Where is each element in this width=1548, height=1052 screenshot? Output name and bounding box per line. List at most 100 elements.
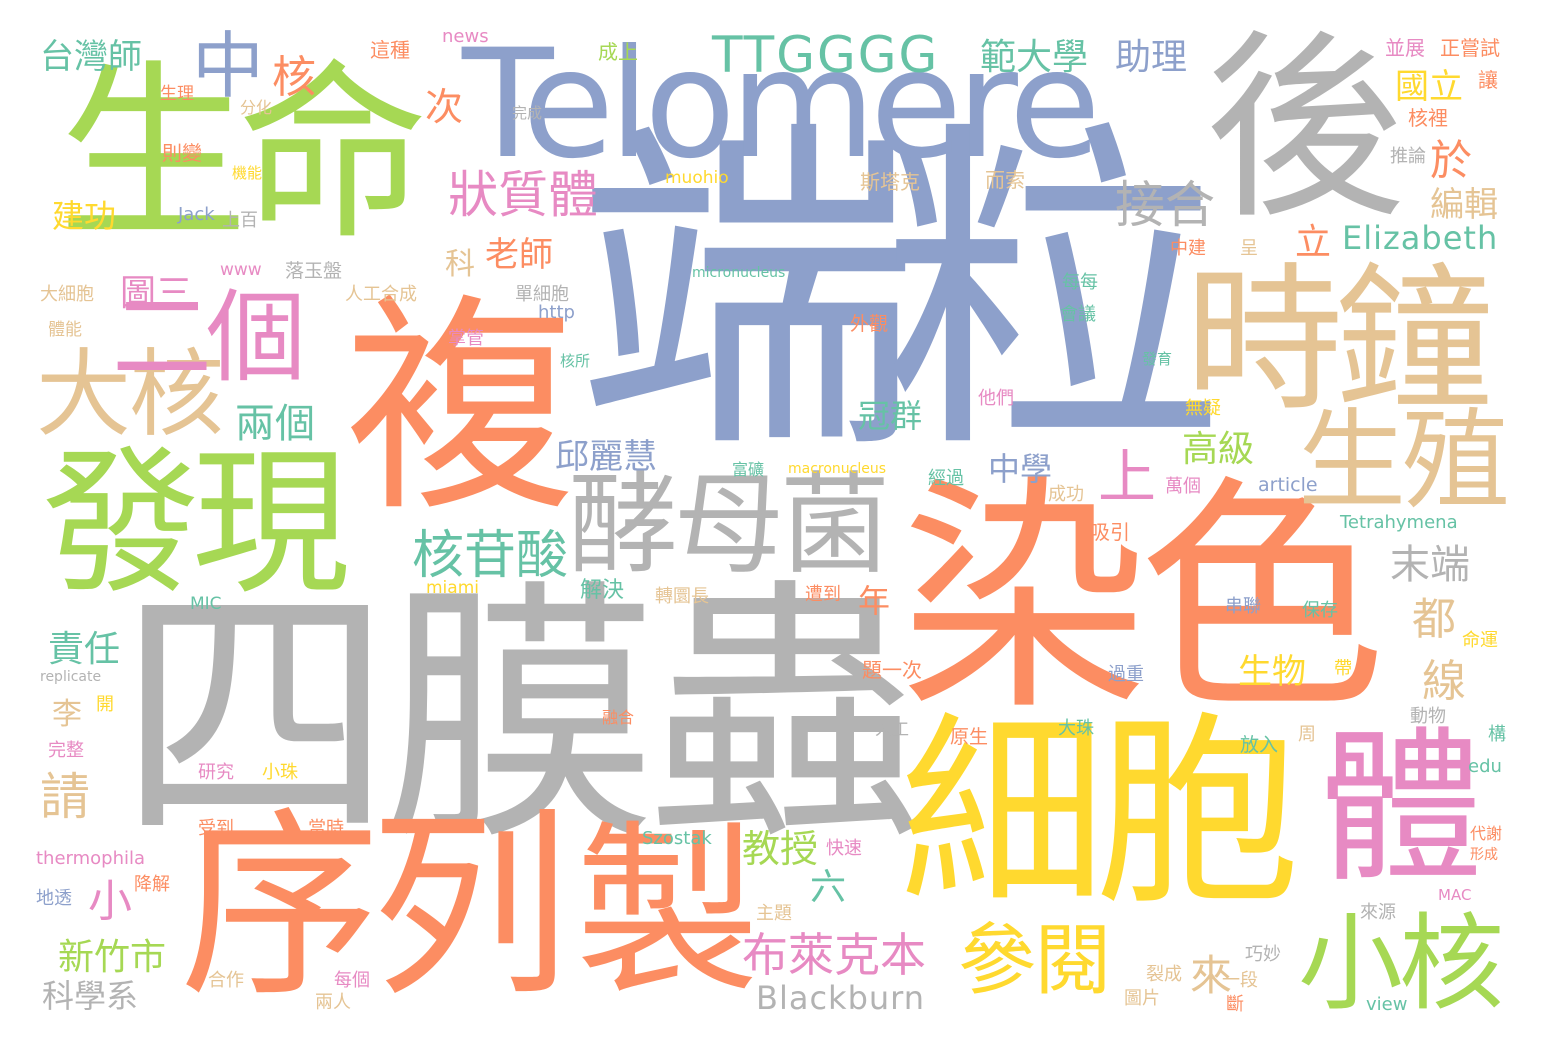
cloud-word: 新竹市	[58, 937, 167, 978]
cloud-word: 李	[52, 697, 82, 732]
cloud-word: 端粒	[575, 94, 1225, 495]
cloud-word: 時鐘	[1185, 249, 1493, 433]
cloud-word: 發育	[1142, 350, 1173, 368]
cloud-word: 核所	[560, 352, 591, 370]
cloud-word: Blackburn	[756, 979, 926, 1017]
cloud-word: 生理	[160, 84, 194, 104]
cloud-word: 地透	[36, 888, 72, 909]
cloud-word: 成上	[598, 40, 638, 64]
cloud-word: 於	[1430, 136, 1473, 185]
cloud-word: 酵母菌	[568, 461, 890, 589]
cloud-word: 兩人	[315, 992, 351, 1013]
cloud-word: 完整	[48, 740, 84, 761]
cloud-word: 後	[1205, 13, 1406, 246]
cloud-word: 大細胞	[40, 284, 94, 305]
cloud-word: 落玉盤	[285, 260, 343, 282]
cloud-word: 上	[1098, 443, 1157, 511]
cloud-word: 串聯	[1225, 596, 1261, 617]
cloud-word: micronucleus	[692, 265, 786, 281]
cloud-word: article	[1258, 474, 1318, 496]
cloud-word: 核裡	[1408, 106, 1448, 130]
cloud-word: 教授	[742, 827, 819, 871]
cloud-word: 製	[575, 804, 760, 1020]
cloud-word: 放入	[1240, 734, 1279, 756]
cloud-word: 布萊克本	[742, 928, 926, 982]
cloud-word: 命運	[1462, 630, 1498, 651]
cloud-word: 當時	[308, 818, 344, 839]
cloud-word: 則變	[162, 141, 202, 165]
cloud-word: 呈	[1240, 238, 1258, 259]
cloud-word: Szostak	[642, 828, 712, 849]
cloud-word: 斯塔克	[860, 170, 920, 194]
cloud-word: 遭到	[805, 584, 841, 605]
cloud-word: 構	[1488, 724, 1506, 745]
cloud-word: http	[538, 302, 575, 323]
cloud-word: 經過	[928, 468, 964, 489]
cloud-word: 受到	[198, 818, 234, 839]
cloud-word: 核	[272, 52, 316, 103]
cloud-word: 融合	[602, 708, 635, 727]
cloud-word: 開	[96, 694, 114, 715]
cloud-word: 分化	[240, 98, 273, 117]
cloud-word: 核苷酸	[412, 526, 569, 586]
cloud-word: 圖片	[1124, 988, 1160, 1009]
cloud-word: 保存	[1302, 600, 1338, 621]
cloud-word: 過重	[1108, 664, 1144, 685]
cloud-word: 次	[425, 85, 464, 129]
cloud-word: 小	[88, 876, 132, 927]
cloud-word: 讓	[1478, 68, 1498, 92]
cloud-word: 染色	[900, 456, 1386, 744]
cloud-word: 四膜蟲	[118, 557, 923, 877]
cloud-word: 人工	[875, 720, 909, 740]
cloud-word: 冠群	[858, 397, 923, 435]
cloud-word: 會議	[1060, 304, 1096, 325]
cloud-word: 立	[1295, 222, 1332, 263]
cloud-word: 生物	[1238, 652, 1306, 692]
cloud-word: 快速	[826, 838, 862, 859]
cloud-word: 線	[1422, 656, 1466, 707]
cloud-word: 生殖	[1298, 399, 1510, 524]
cloud-word: TTGGGG	[712, 26, 940, 84]
cloud-word: 大核	[36, 340, 224, 450]
cloud-word: www	[220, 260, 262, 280]
cloud-word: Elizabeth	[1342, 219, 1499, 257]
cloud-word: 掌管	[448, 328, 484, 349]
cloud-word: 富礦	[732, 460, 765, 479]
cloud-word: 形成	[1470, 847, 1498, 863]
cloud-word: 大珠	[1058, 718, 1094, 739]
cloud-word: 體能	[48, 320, 82, 340]
cloud-word: 中建	[1170, 238, 1206, 259]
cloud-word: 解決	[580, 578, 625, 603]
cloud-word: 科	[445, 247, 475, 282]
cloud-word: 正嘗試	[1440, 36, 1500, 60]
cloud-word: 請	[40, 768, 90, 826]
cloud-word: 吸引	[1090, 520, 1130, 544]
cloud-word: edu	[1468, 756, 1502, 777]
cloud-word: 發現	[42, 432, 350, 616]
cloud-word: 科學系	[42, 977, 139, 1015]
cloud-word: 二個	[112, 279, 306, 396]
cloud-word: thermophila	[36, 848, 146, 869]
cloud-word: miami	[426, 578, 479, 598]
cloud-word: 研究	[198, 762, 234, 783]
cloud-word: 台灣師	[40, 37, 142, 77]
cloud-word: 題一次	[862, 658, 922, 682]
cloud-word: 並展	[1385, 36, 1425, 60]
cloud-word: 而索	[985, 168, 1025, 192]
cloud-word: 他們	[978, 388, 1014, 409]
cloud-word: 轉圜長	[655, 586, 709, 607]
cloud-word: 帶	[1334, 658, 1352, 679]
cloud-word: 建功	[52, 197, 117, 235]
cloud-word: 降解	[134, 874, 170, 895]
cloud-word: 合作	[208, 970, 244, 991]
cloud-word: MAC	[1438, 886, 1472, 904]
cloud-word: 成功	[1048, 484, 1084, 505]
cloud-word: 周	[1298, 724, 1316, 745]
cloud-word: 年	[858, 582, 891, 620]
cloud-word: 主題	[756, 903, 792, 924]
cloud-word: 每個	[334, 970, 370, 991]
cloud-word: Telomere	[462, 18, 1101, 192]
cloud-word: 國立	[1395, 67, 1463, 107]
cloud-word: 邱麗慧	[555, 437, 657, 477]
